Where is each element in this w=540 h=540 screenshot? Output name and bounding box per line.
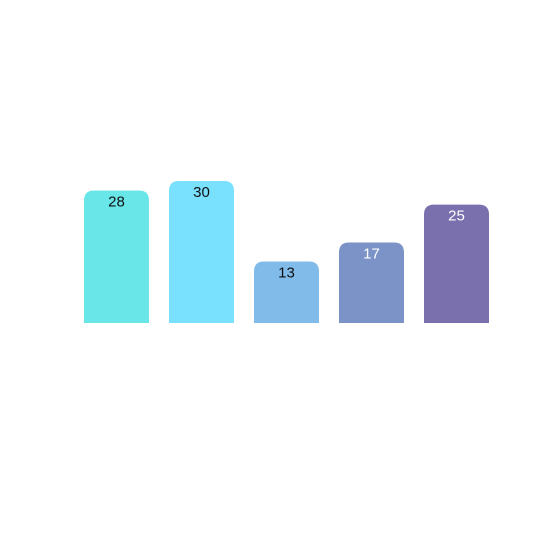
bar [339, 242, 404, 323]
bar [254, 261, 319, 323]
bar [424, 204, 489, 323]
value-label: 17 [363, 246, 380, 263]
bar [84, 190, 149, 323]
bar [169, 181, 234, 323]
value-label: 28 [108, 193, 125, 210]
value-label: 30 [193, 184, 210, 201]
value-label: 13 [278, 264, 295, 281]
value-label: 25 [448, 208, 465, 225]
